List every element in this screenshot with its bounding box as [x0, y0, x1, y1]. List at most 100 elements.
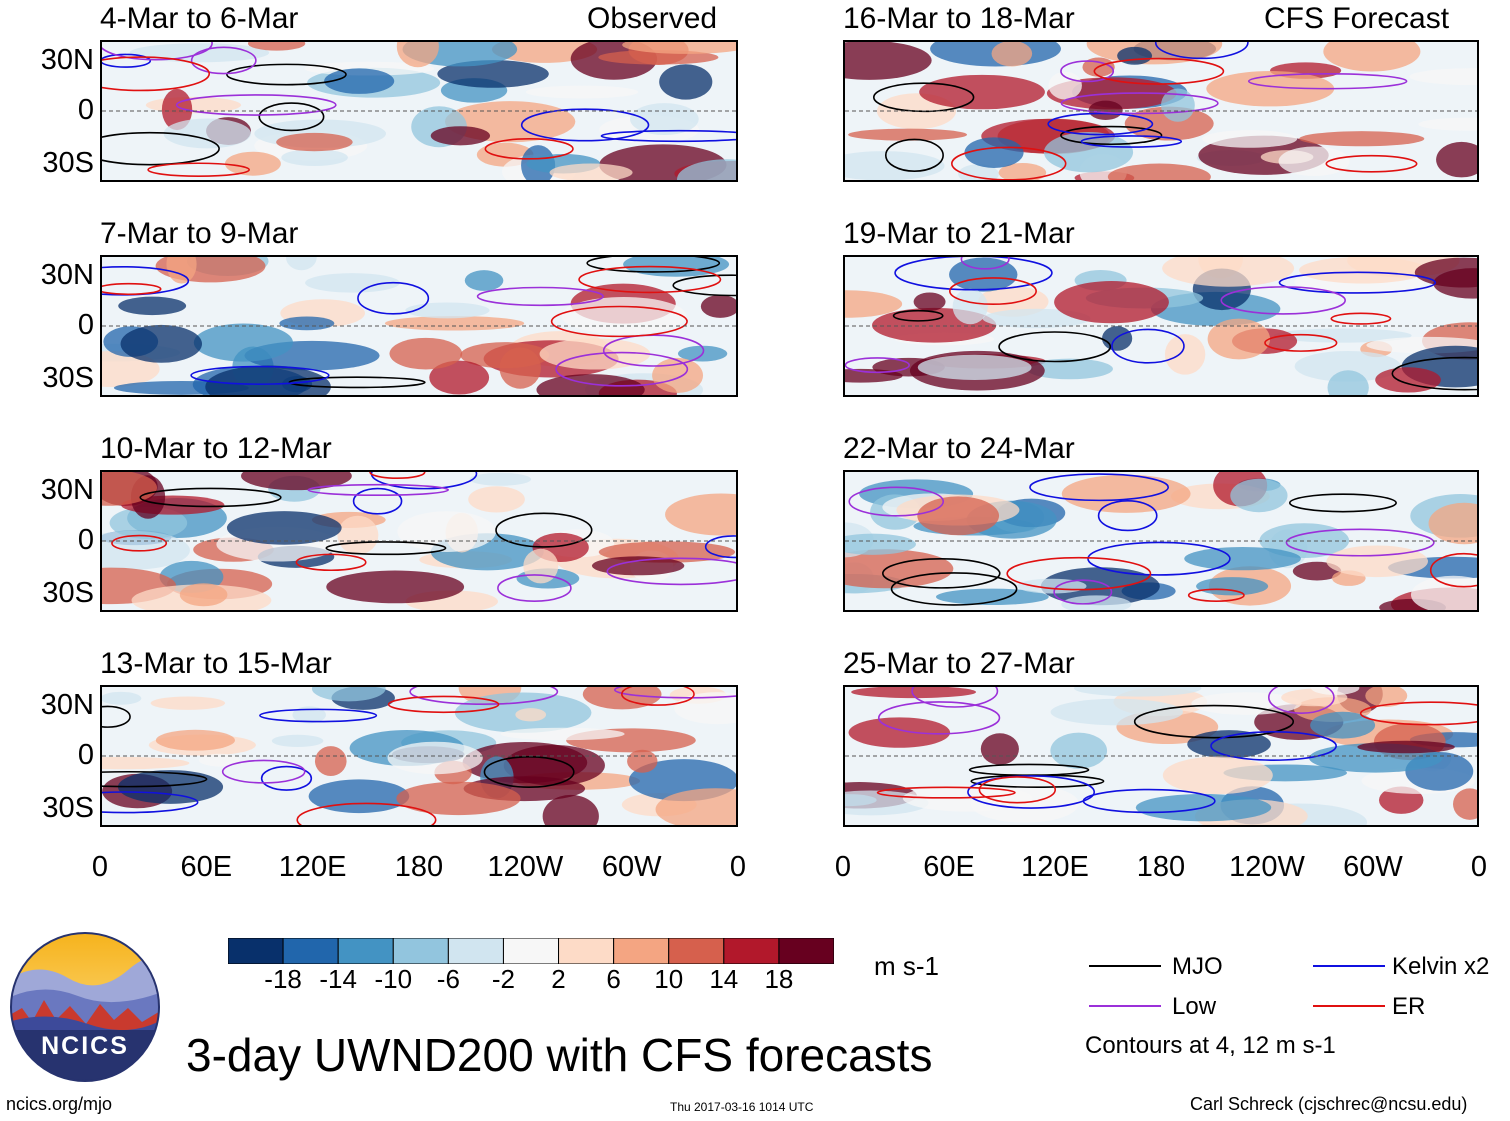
- anomaly-shading: [500, 727, 625, 741]
- anomaly-shading: [1191, 692, 1302, 715]
- contour-line: [894, 257, 1053, 291]
- contour-line: [1325, 154, 1418, 173]
- anomaly-shading: [542, 794, 599, 825]
- contour-line: [1060, 60, 1115, 83]
- ncics-logo: NCICS: [10, 932, 160, 1082]
- anomaly-shading: [286, 257, 317, 271]
- contour-line: [848, 486, 945, 517]
- anomaly-shading: [1453, 788, 1477, 820]
- x-tick-label: 120E: [1021, 851, 1089, 883]
- colorbar-swatch: [668, 938, 725, 964]
- colorbar-tick-label: -18: [264, 964, 302, 994]
- anomaly-shading: [1436, 141, 1477, 178]
- contour-line: [102, 42, 213, 61]
- contour-line: [102, 131, 220, 166]
- contour-line: [352, 487, 403, 515]
- anomaly-shading: [1273, 328, 1412, 343]
- anomaly-shading: [1299, 131, 1425, 147]
- anomaly-shading: [397, 511, 496, 552]
- contour-line: [1006, 556, 1152, 591]
- contour-line: [139, 487, 282, 508]
- anomaly-shading: [1164, 334, 1206, 375]
- anomaly-shading: [913, 292, 946, 312]
- map-panel-obs-2: [100, 255, 738, 397]
- anomaly-shading: [120, 324, 203, 363]
- x-tick-label: 0: [1470, 851, 1488, 883]
- contour-line: [911, 687, 999, 708]
- y-tick-label: 30S: [42, 577, 94, 609]
- anomaly-shading: [1410, 575, 1477, 610]
- colorbar-tick-label: 6: [606, 964, 621, 994]
- anomaly-shading: [396, 781, 521, 816]
- colorbar-tick-label: -10: [374, 964, 413, 994]
- anomaly-shading: [700, 294, 736, 318]
- contour-line: [307, 483, 450, 496]
- anomaly-shading: [1162, 756, 1273, 795]
- anomaly-shading: [1278, 146, 1350, 177]
- anomaly-shading: [430, 126, 491, 146]
- anomaly-shading: [166, 257, 197, 284]
- contour-line: [948, 277, 1037, 306]
- contour-line: [1429, 552, 1477, 588]
- anomaly-shading: [622, 42, 736, 54]
- colorbar-swatch: [558, 938, 615, 964]
- observed-label: Observed: [587, 2, 718, 35]
- y-tick-label: 30N: [40, 44, 94, 76]
- anomaly-shading: [1299, 257, 1427, 284]
- colorbar: [228, 938, 834, 964]
- legend-label-kelvin: Kelvin x2: [1392, 953, 1490, 980]
- contour-line: [1278, 271, 1437, 294]
- contour-line: [1210, 731, 1337, 761]
- x-tick-label: 0: [91, 851, 109, 883]
- logo-text: NCICS: [41, 1032, 129, 1060]
- anomaly-shading: [179, 583, 228, 607]
- anomaly-shading: [1375, 367, 1441, 393]
- anomaly-shading: [935, 588, 1049, 606]
- anomaly-shading: [919, 74, 1045, 110]
- map-panel-fc-4: [843, 685, 1479, 827]
- anomaly-shading: [337, 515, 379, 555]
- footer-author[interactable]: Carl Schreck (cjschrec@ncsu.edu): [1190, 1094, 1468, 1114]
- contour-line: [1080, 135, 1183, 148]
- anomaly-shading: [561, 296, 687, 335]
- anomaly-shading: [1323, 42, 1421, 72]
- contour-line: [606, 557, 736, 586]
- contour-line: [190, 46, 257, 75]
- anomaly-shading: [549, 163, 633, 180]
- anomaly-shading: [384, 316, 525, 331]
- contour-line: [226, 63, 347, 86]
- contour-line: [884, 138, 944, 172]
- map-panel-fc-3: [843, 470, 1479, 612]
- anomaly-shading: [405, 302, 490, 319]
- contour-line: [147, 162, 250, 177]
- contour-line: [1264, 333, 1338, 352]
- contour-line: [882, 558, 1001, 589]
- anomaly-shading: [1162, 257, 1295, 287]
- anomaly-shading: [161, 88, 193, 131]
- x-tick-label: 60E: [180, 851, 233, 883]
- footer-url[interactable]: ncics.org/mjo: [6, 1094, 113, 1114]
- contour-line: [483, 755, 575, 788]
- contour-line: [175, 94, 337, 116]
- contour-line: [1029, 473, 1170, 502]
- x-tick-label: 60E: [923, 851, 975, 883]
- anomaly-shading: [437, 60, 549, 88]
- x-tick-label: 0: [729, 851, 747, 883]
- colorbar-tick-label: 18: [764, 964, 794, 994]
- anomaly-shading: [845, 533, 916, 555]
- legend-label-low: Low: [1172, 993, 1217, 1020]
- contour-line: [555, 351, 689, 387]
- anomaly-shading: [998, 162, 1047, 180]
- anomaly-shading: [677, 159, 736, 180]
- legend-label-er: ER: [1392, 993, 1426, 1020]
- panel-title-fc-3: 22-Mar to 24-Mar: [843, 432, 1075, 465]
- panel-title-obs-2: 7-Mar to 9-Mar: [100, 217, 299, 250]
- anomaly-shading: [958, 164, 999, 180]
- anomaly-shading: [1207, 318, 1271, 360]
- contour-line: [102, 705, 131, 728]
- anomaly-shading: [665, 493, 736, 536]
- contour-line: [357, 281, 430, 315]
- anomaly-shading: [845, 42, 932, 80]
- contour-line: [951, 146, 1067, 180]
- colorbar-tick-label: -2: [491, 964, 516, 994]
